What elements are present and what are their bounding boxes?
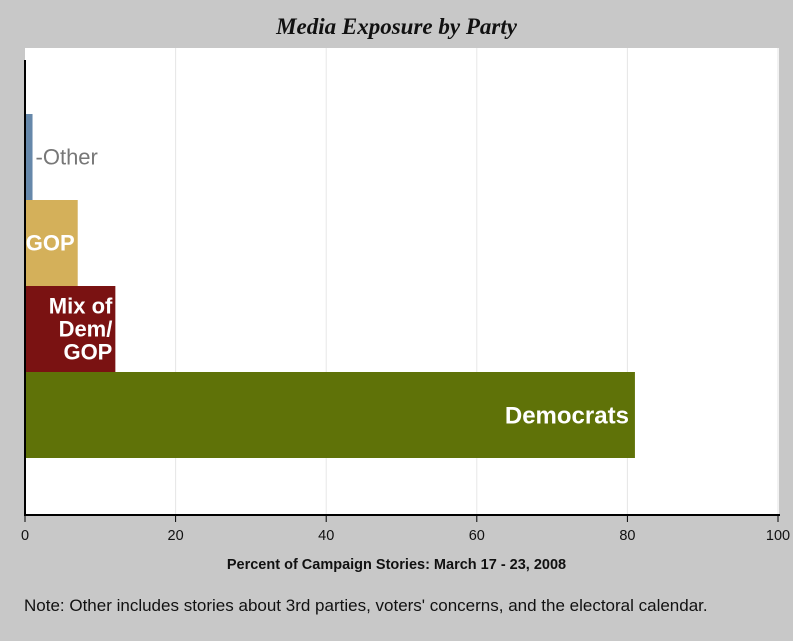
bar-label-line: Dem/ <box>59 317 113 342</box>
bar-label-line: GOP <box>63 340 112 365</box>
bar-4 <box>25 372 635 458</box>
bar-3 <box>25 286 116 372</box>
bars <box>25 114 635 458</box>
bar-2 <box>25 200 78 286</box>
bar-label-line: -Other <box>36 145 98 170</box>
x-tick-label: 80 <box>619 528 635 544</box>
footnote: Note: Other includes stories about 3rd p… <box>24 596 708 615</box>
x-tick-label: 20 <box>168 528 184 544</box>
x-axis-ticks: 0 20 40 60 80 100 <box>21 515 790 544</box>
bar-label-line: Democrats <box>505 402 629 429</box>
bar-label-line: GOP <box>26 231 75 256</box>
bar-label-2: GOP <box>26 231 75 256</box>
x-tick-label: 0 <box>21 528 29 544</box>
bar-label-line: Mix of <box>49 294 113 319</box>
page-title: Media Exposure by Party <box>276 14 517 39</box>
x-tick-label: 100 <box>766 528 790 544</box>
bar-1 <box>25 114 33 200</box>
x-tick-label: 60 <box>469 528 485 544</box>
bar-label-4: Democrats <box>505 402 629 429</box>
x-tick-label: 40 <box>318 528 334 544</box>
x-axis-label: Percent of Campaign Stories: March 17 - … <box>226 557 567 573</box>
bar-label-3: Mix of Dem/GOP <box>49 294 113 365</box>
bar-label-1: -Other <box>36 145 98 170</box>
